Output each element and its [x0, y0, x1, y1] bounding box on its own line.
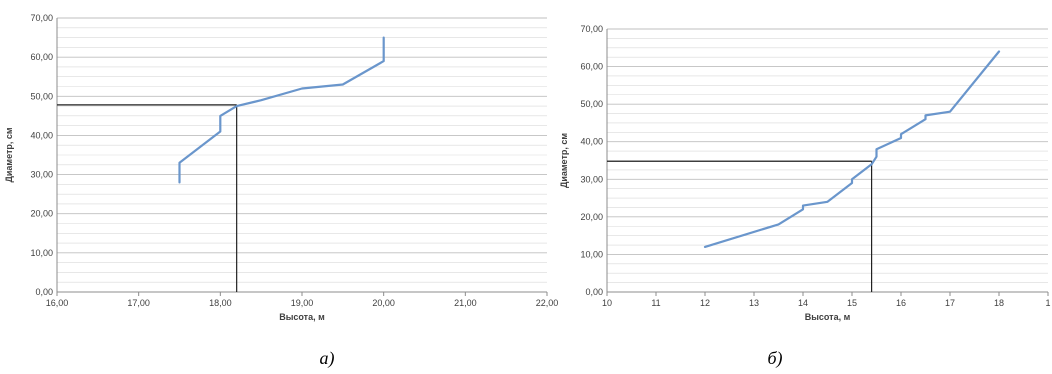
- x-tick-label: 12: [700, 298, 710, 308]
- y-tick-label: 70,00: [30, 13, 53, 23]
- y-axis-title: Диаметр, см: [559, 133, 569, 188]
- y-tick-label: 0,00: [35, 287, 53, 297]
- y-axis-title: Диаметр, см: [4, 127, 14, 182]
- x-tick-label: 17: [945, 298, 955, 308]
- x-axis-title: Высота, м: [279, 312, 325, 322]
- y-tick-label: 20,00: [30, 209, 53, 219]
- x-axis-title: Высота, м: [805, 312, 851, 322]
- y-tick-label: 70,00: [580, 24, 603, 34]
- y-tick-label: 50,00: [580, 99, 603, 109]
- y-tick-label: 20,00: [580, 212, 603, 222]
- y-tick-label: 60,00: [580, 62, 603, 72]
- x-tick-label: 14: [798, 298, 808, 308]
- x-tick-label: 22,00: [536, 298, 559, 308]
- x-tick-label: 11: [651, 298, 660, 308]
- x-tick-label: 18: [994, 298, 1004, 308]
- x-tick-label: 21,00: [454, 298, 477, 308]
- x-tick-label: 20,00: [372, 298, 395, 308]
- x-tick-label: 15: [847, 298, 857, 308]
- y-tick-label: 60,00: [30, 52, 53, 62]
- y-tick-label: 0,00: [585, 287, 603, 297]
- y-tick-label: 30,00: [30, 170, 53, 180]
- x-tick-label: 10: [602, 298, 612, 308]
- chart-2: 0,00 10,00 20,00 30,00 40,00 50,00 60,00 70,00 1…: [559, 24, 1051, 369]
- x-tick-label: 17,00: [127, 298, 150, 308]
- y-tick-label: 40,00: [580, 137, 603, 147]
- x-tick-label: 1: [1045, 298, 1050, 308]
- y-tick-label: 10,00: [30, 248, 53, 258]
- x-tick-label: 13: [749, 298, 759, 308]
- y-tick-label: 10,00: [580, 249, 603, 259]
- x-tick-label: 19,00: [291, 298, 314, 308]
- chart-caption: б): [767, 348, 782, 369]
- x-tick-label: 18,00: [209, 298, 232, 308]
- series-line: [703, 50, 1001, 248]
- y-tick-label: 30,00: [580, 174, 603, 184]
- y-tick-label: 40,00: [30, 130, 53, 140]
- y-tick-label: 50,00: [30, 91, 53, 101]
- x-tick-label: 16: [896, 298, 906, 308]
- chart-caption: а): [320, 348, 335, 369]
- series-line: [178, 36, 385, 184]
- chart-1: 0,00 10,00 20,00 30,00 40,00 50,00 60,00 70,00 1…: [4, 13, 558, 369]
- x-tick-label: 16,00: [46, 298, 69, 308]
